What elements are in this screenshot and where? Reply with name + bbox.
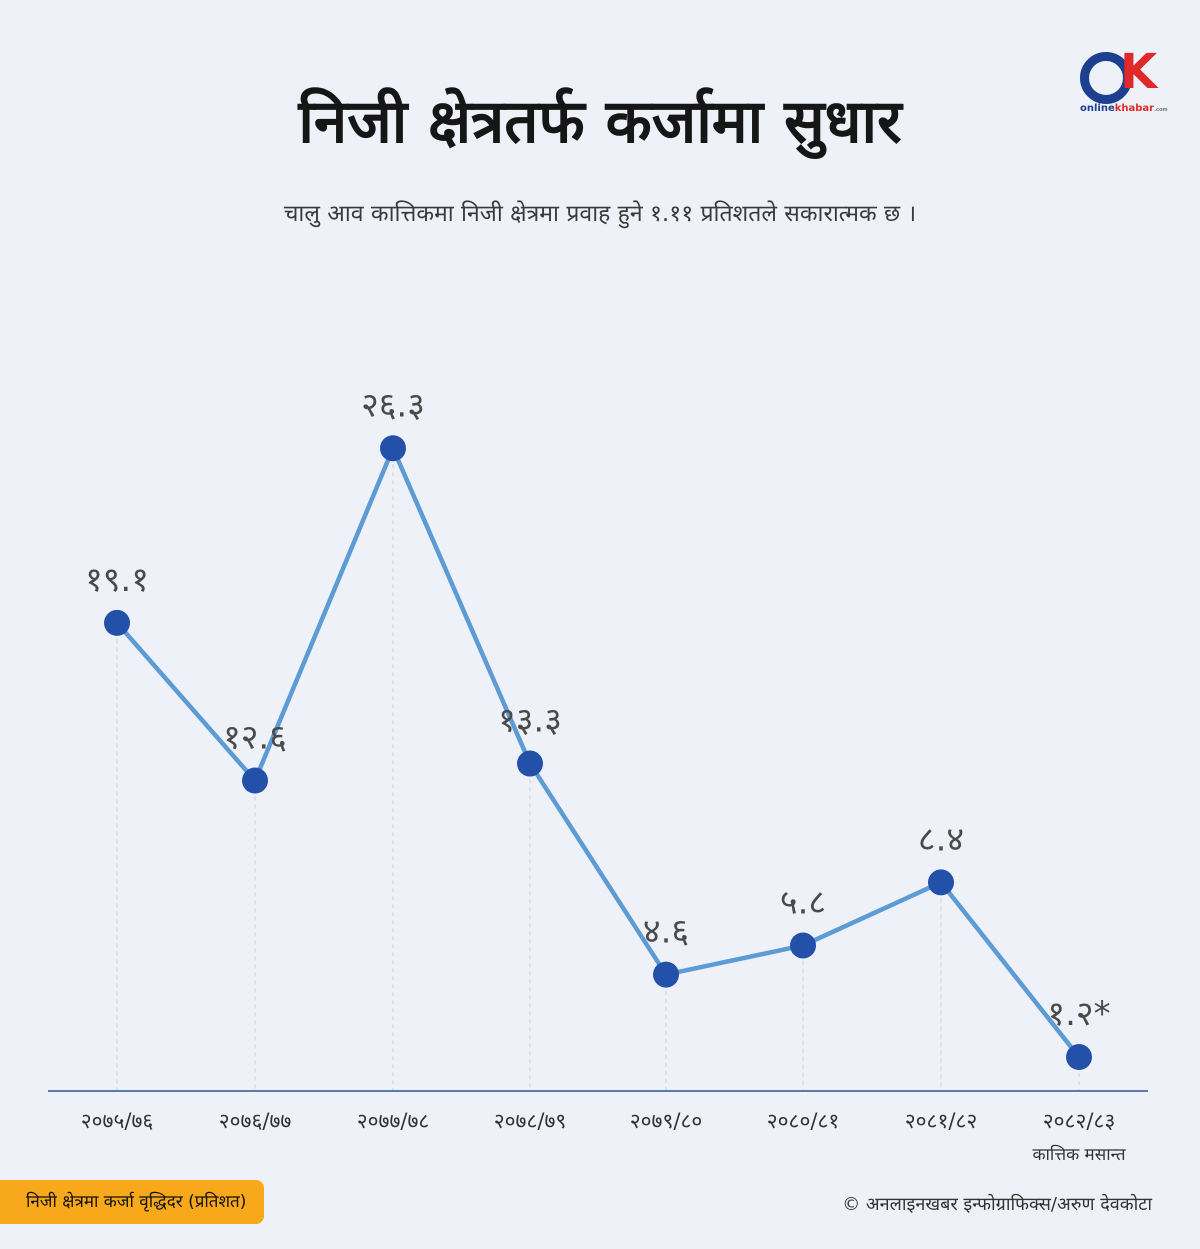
data-labels: १९.१ १२.६ २६.३ १३.३ ४.६ ५.८ ८.४ १.२* bbox=[85, 385, 1111, 1034]
data-point bbox=[104, 609, 130, 636]
x-tick-label: २०७७/७८ bbox=[357, 1109, 430, 1133]
onlinekhabar-logo[interactable]: K onlinekhabar.com bbox=[1080, 48, 1168, 114]
data-point bbox=[242, 767, 268, 794]
data-label: २६.३ bbox=[361, 385, 425, 425]
x-tick-label: २०७५/७६ bbox=[81, 1109, 154, 1133]
data-label: ८.४ bbox=[918, 819, 964, 859]
logo-k-icon: K bbox=[1120, 44, 1158, 100]
vertical-guides bbox=[116, 448, 1080, 1091]
chart-subtitle: चालु आव कात्तिकमा निजी क्षेत्रमा प्रवाह … bbox=[283, 201, 917, 227]
data-label: ४.६ bbox=[643, 912, 689, 952]
x-tick-note: कात्तिक मसान्त bbox=[1032, 1144, 1125, 1165]
legend-label: निजी क्षेत्रमा कर्जा वृद्धिदर (प्रतिशत) bbox=[0, 1180, 265, 1224]
x-tick-label: २०८०/८१ bbox=[767, 1109, 840, 1133]
x-tick-label: २०७८/७९ bbox=[494, 1109, 567, 1133]
x-tick-label: २०८२/८३ bbox=[1043, 1109, 1116, 1133]
data-point bbox=[1066, 1044, 1092, 1071]
logo-wordmark: onlinekhabar.com bbox=[1080, 103, 1168, 114]
data-point bbox=[517, 750, 543, 777]
credit-text: © अनलाइनखबर इन्फोग्राफिक्स/अरुण देवकोटा bbox=[842, 1194, 1152, 1215]
x-tick-label: २०८१/८२ bbox=[905, 1109, 978, 1133]
x-tick-labels: २०७५/७६ २०७६/७७ २०७७/७८ २०७८/७९ २०७९/८० २०८०/… bbox=[81, 1109, 1126, 1165]
data-point bbox=[790, 932, 816, 959]
data-label: १३.३ bbox=[498, 701, 562, 741]
logo-o-ring-icon bbox=[1080, 52, 1132, 104]
data-markers bbox=[104, 435, 1092, 1071]
series-line bbox=[115, 446, 1081, 1059]
x-tick-label: २०७९/८० bbox=[630, 1109, 703, 1133]
chart-title: निजी क्षेत्रतर्फ कर्जामा सुधार bbox=[298, 87, 902, 157]
data-label: १.२* bbox=[1047, 994, 1110, 1034]
data-point bbox=[928, 869, 954, 896]
data-point bbox=[653, 961, 679, 988]
data-label: १९.१ bbox=[85, 560, 149, 600]
data-label: ५.८ bbox=[780, 882, 826, 922]
x-tick-label: २०७६/७७ bbox=[219, 1109, 292, 1133]
data-point bbox=[380, 435, 406, 462]
data-label: १२.६ bbox=[223, 718, 287, 758]
